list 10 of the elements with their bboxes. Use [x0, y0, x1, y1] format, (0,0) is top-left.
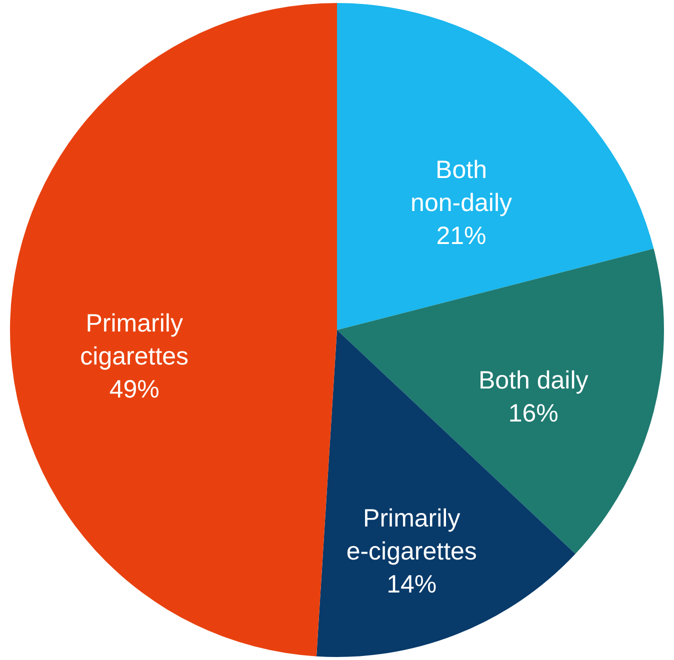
data-label: 14% — [386, 570, 437, 599]
data-label: 21% — [436, 222, 486, 250]
slice-label: Primarily cigarettes — [80, 310, 189, 371]
pie-slice — [337, 3, 654, 330]
slice-label: Both daily — [478, 366, 589, 394]
data-label: 16% — [508, 399, 558, 428]
slice-label: Both non-daily — [410, 156, 512, 217]
pie-slice — [10, 3, 337, 656]
data-label: 49% — [109, 376, 160, 404]
slice-label: Primarily e-cigarettes — [346, 504, 477, 566]
